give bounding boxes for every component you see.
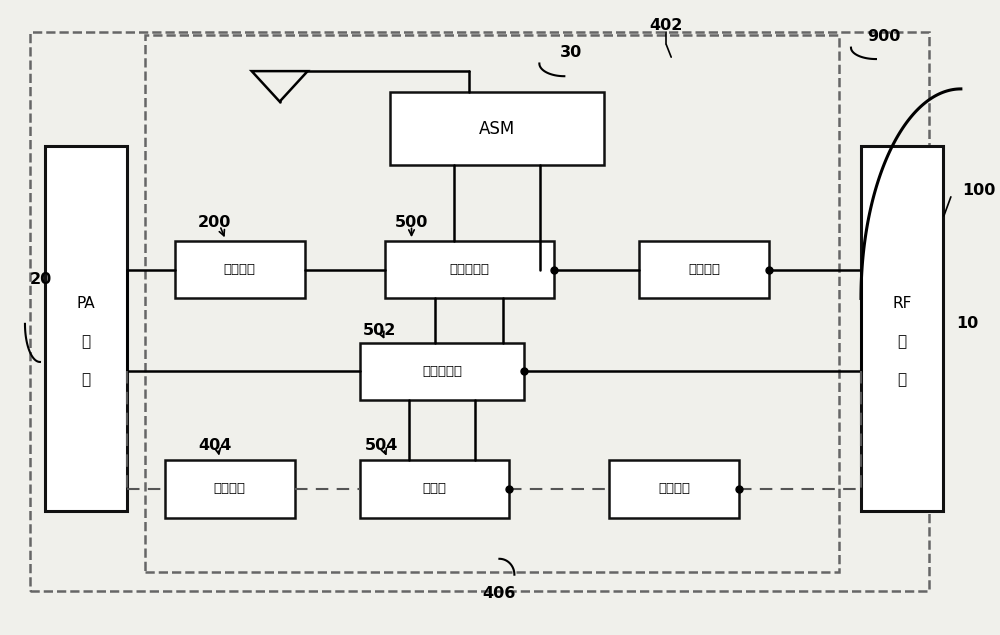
Text: 片: 片 xyxy=(897,372,906,387)
FancyBboxPatch shape xyxy=(175,241,305,298)
Text: 芯: 芯 xyxy=(81,334,90,349)
Text: 504: 504 xyxy=(365,438,398,453)
FancyBboxPatch shape xyxy=(30,32,929,591)
FancyBboxPatch shape xyxy=(385,241,554,298)
Text: RF: RF xyxy=(892,296,912,311)
Text: 406: 406 xyxy=(483,586,516,601)
Text: 第四貼片: 第四貼片 xyxy=(658,483,690,495)
Text: 502: 502 xyxy=(363,323,396,338)
Text: 片: 片 xyxy=(81,372,90,387)
FancyBboxPatch shape xyxy=(360,460,509,518)
Text: 404: 404 xyxy=(198,438,231,453)
FancyBboxPatch shape xyxy=(639,241,769,298)
Text: 第一雙工器: 第一雙工器 xyxy=(449,264,489,276)
Text: ASM: ASM xyxy=(479,119,515,138)
FancyBboxPatch shape xyxy=(390,92,604,165)
FancyBboxPatch shape xyxy=(609,460,739,518)
Text: 第三貼片: 第三貼片 xyxy=(214,483,246,495)
FancyBboxPatch shape xyxy=(360,343,524,400)
FancyBboxPatch shape xyxy=(145,35,839,571)
Text: 20: 20 xyxy=(30,272,52,287)
Text: PA: PA xyxy=(77,296,95,311)
Text: 402: 402 xyxy=(650,18,683,33)
Text: 30: 30 xyxy=(560,44,582,60)
Text: 四工器: 四工器 xyxy=(422,483,446,495)
Polygon shape xyxy=(252,71,308,102)
Text: 第二貼片: 第二貼片 xyxy=(688,264,720,276)
Text: 第一貼片: 第一貼片 xyxy=(224,264,256,276)
Text: 200: 200 xyxy=(198,215,231,230)
Text: 900: 900 xyxy=(867,29,901,44)
Text: 10: 10 xyxy=(956,316,978,331)
FancyBboxPatch shape xyxy=(861,146,943,511)
FancyBboxPatch shape xyxy=(45,146,127,511)
Text: 500: 500 xyxy=(395,215,428,230)
Text: 第二雙工器: 第二雙工器 xyxy=(422,365,462,378)
Text: 芯: 芯 xyxy=(897,334,906,349)
Text: 100: 100 xyxy=(962,183,996,198)
FancyBboxPatch shape xyxy=(165,460,295,518)
